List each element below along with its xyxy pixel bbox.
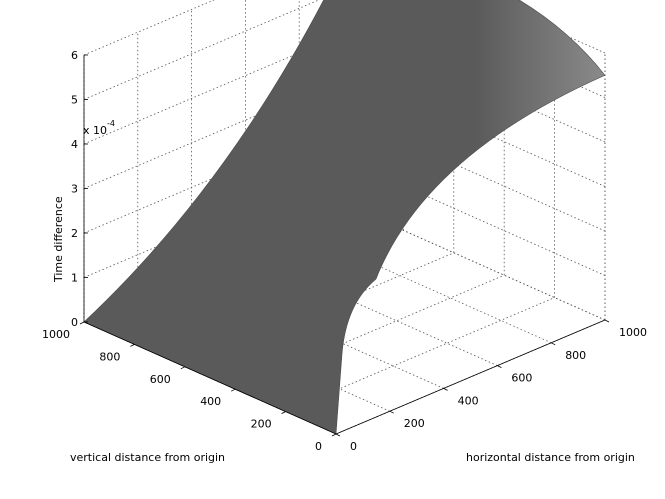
- y-tick-label: 1000: [42, 328, 70, 341]
- backwall-grid-line-z: [83, 0, 320, 100]
- x-axis-label: horizontal distance from origin: [466, 451, 635, 464]
- z-tick-label: 3: [71, 183, 78, 196]
- z-tick-label: 4: [71, 138, 78, 151]
- x-tick-mark: [443, 388, 448, 391]
- x-tick-label: 400: [458, 394, 479, 407]
- y-tick-label: 0: [315, 440, 322, 453]
- x-tick-label: 200: [404, 417, 425, 430]
- y-tick-mark: [180, 366, 185, 370]
- y-tick-label: 600: [150, 373, 171, 386]
- time-difference-surface: [83, 0, 606, 435]
- x-axis-line: [335, 319, 606, 435]
- backwall-grid-line-z: [83, 0, 215, 56]
- surface-layer: [83, 0, 606, 435]
- z-tick-label: 2: [71, 227, 78, 240]
- y-tick-label: 400: [200, 395, 221, 408]
- backwall-grid-line-z: [83, 118, 354, 234]
- x-tick-label: 1000: [619, 326, 647, 339]
- y-tick-label: 800: [99, 350, 120, 363]
- y-tick-mark: [231, 388, 236, 392]
- y-tick-mark: [130, 344, 135, 347]
- z-tick-label: 0: [71, 316, 78, 329]
- x-tick-mark: [335, 433, 341, 437]
- x-tick-label: 600: [511, 372, 532, 385]
- y-tick-label: 200: [251, 418, 272, 431]
- z-tick-label: 6: [71, 49, 78, 62]
- x-tick-label: 800: [565, 349, 586, 362]
- tick-layer: 0200400600800100002004006008001000012345…: [42, 49, 647, 453]
- x-tick-mark: [389, 410, 394, 414]
- x-tick-label: 0: [350, 440, 357, 453]
- y-tick-mark: [79, 321, 85, 325]
- y-axis-label: vertical distance from origin: [70, 451, 225, 464]
- z-tick-label: 1: [71, 272, 78, 285]
- x-tick-mark: [604, 319, 610, 323]
- z-exponent-label: x 10: [83, 124, 107, 137]
- backwall-grid-line-z: [83, 74, 354, 189]
- z-tick-label: 5: [71, 94, 78, 107]
- y-axis-line: [83, 321, 337, 435]
- z-axis-label: Time difference: [52, 196, 65, 283]
- z-exponent-power: -4: [107, 119, 115, 128]
- backwall-grid-line-z: [83, 29, 354, 145]
- y-tick-mark: [331, 433, 337, 437]
- x-tick-mark: [497, 365, 502, 368]
- y-tick-mark: [281, 411, 286, 414]
- x-tick-mark: [551, 342, 556, 346]
- backwall-grid-line-z: [83, 163, 354, 278]
